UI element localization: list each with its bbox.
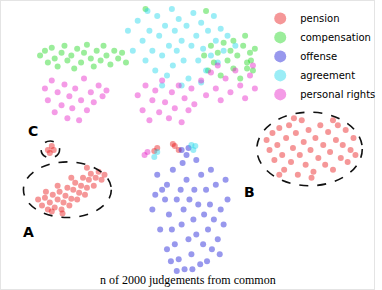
svg-text:agreement: agreement	[300, 70, 355, 81]
svg-text:pension: pension	[300, 13, 339, 24]
svg-text:offense: offense	[300, 51, 337, 62]
svg-text:compensation: compensation	[300, 32, 371, 43]
svg-text:n of 2000 judgements from comm: n of 2000 judgements from common	[100, 273, 276, 287]
svg-text:C: C	[28, 123, 38, 139]
svg-text:B: B	[244, 184, 255, 200]
svg-text:A: A	[23, 224, 34, 240]
svg-text:personal rights: personal rights	[300, 89, 375, 100]
